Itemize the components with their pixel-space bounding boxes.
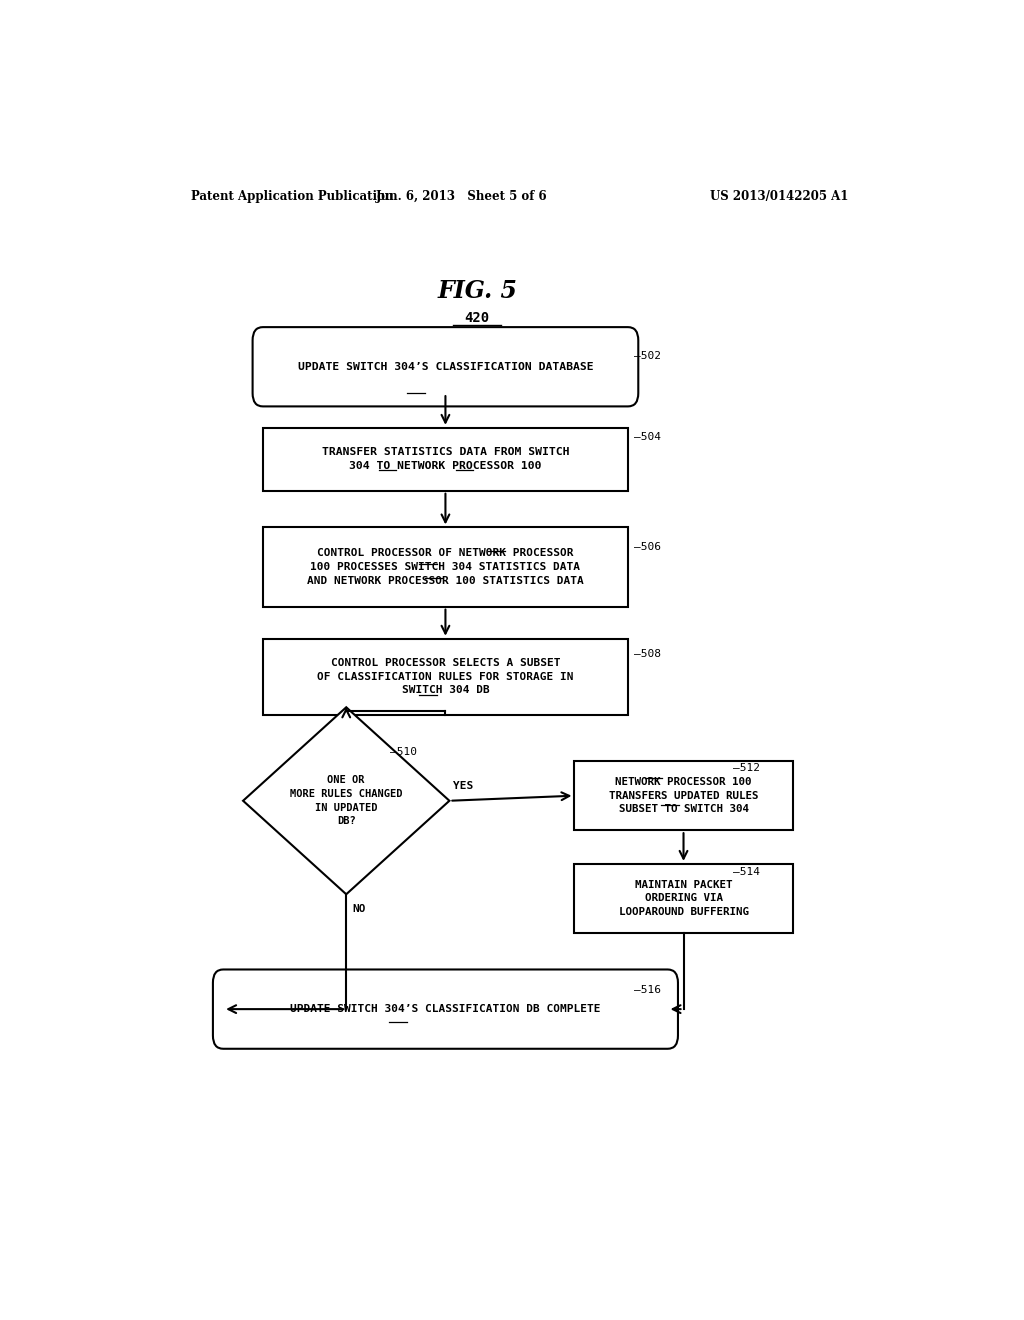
Text: ONE OR
MORE RULES CHANGED
IN UPDATED
DB?: ONE OR MORE RULES CHANGED IN UPDATED DB? — [290, 775, 402, 826]
Text: —512: —512 — [733, 763, 760, 774]
Text: —508: —508 — [634, 649, 662, 660]
FancyBboxPatch shape — [253, 327, 638, 407]
Bar — [574, 863, 793, 933]
Text: Jun. 6, 2013   Sheet 5 of 6: Jun. 6, 2013 Sheet 5 of 6 — [376, 190, 547, 202]
Polygon shape — [243, 708, 450, 894]
Text: —516: —516 — [634, 985, 662, 995]
Text: UPDATE SWITCH 304’S CLASSIFICATION DB COMPLETE: UPDATE SWITCH 304’S CLASSIFICATION DB CO… — [290, 1005, 601, 1014]
Text: —514: —514 — [733, 867, 760, 876]
Text: —502: —502 — [634, 351, 662, 360]
Text: US 2013/0142205 A1: US 2013/0142205 A1 — [710, 190, 848, 202]
Bar — [574, 762, 793, 830]
Text: —506: —506 — [634, 541, 662, 552]
Bar — [263, 528, 628, 607]
Text: UPDATE SWITCH 304’S CLASSIFICATION DATABASE: UPDATE SWITCH 304’S CLASSIFICATION DATAB… — [298, 362, 593, 372]
Text: YES: YES — [454, 780, 474, 791]
Text: TRANSFER STATISTICS DATA FROM SWITCH
304 TO NETWORK PROCESSOR 100: TRANSFER STATISTICS DATA FROM SWITCH 304… — [322, 447, 569, 471]
Text: NETWORK PROCESSOR 100
TRANSFERS UPDATED RULES
SUBSET TO SWITCH 304: NETWORK PROCESSOR 100 TRANSFERS UPDATED … — [609, 777, 758, 814]
Text: MAINTAIN PACKET
ORDERING VIA
LOOPAROUND BUFFERING: MAINTAIN PACKET ORDERING VIA LOOPAROUND … — [618, 879, 749, 917]
Bar — [263, 428, 628, 491]
Text: —510: —510 — [390, 747, 417, 756]
Text: —504: —504 — [634, 432, 662, 442]
Text: CONTROL PROCESSOR OF NETWORK PROCESSOR
100 PROCESSES SWITCH 304 STATISTICS DATA
: CONTROL PROCESSOR OF NETWORK PROCESSOR 1… — [307, 548, 584, 586]
Text: FIG. 5: FIG. 5 — [437, 279, 517, 302]
Text: NO: NO — [352, 904, 367, 915]
Text: CONTROL PROCESSOR SELECTS A SUBSET
OF CLASSIFICATION RULES FOR STORAGE IN
SWITCH: CONTROL PROCESSOR SELECTS A SUBSET OF CL… — [317, 659, 573, 696]
Text: Patent Application Publication: Patent Application Publication — [191, 190, 394, 202]
FancyBboxPatch shape — [213, 969, 678, 1049]
Text: 420: 420 — [465, 312, 489, 325]
Bar — [263, 639, 628, 715]
